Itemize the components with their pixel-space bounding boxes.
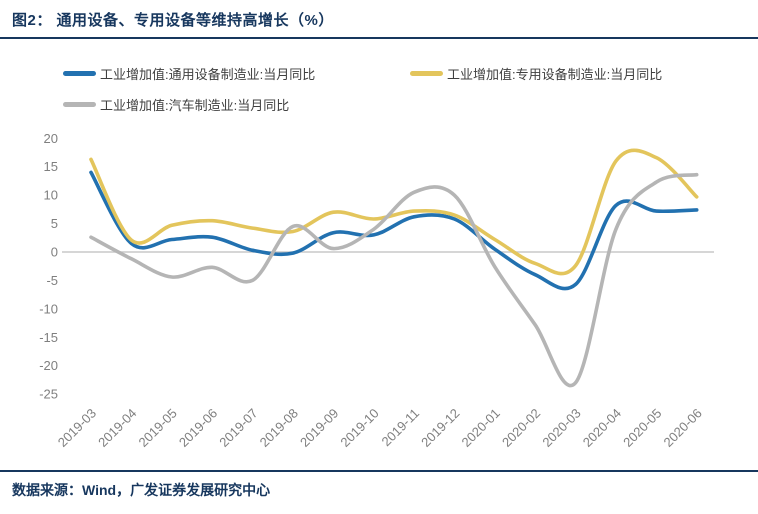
footer-divider: [0, 470, 758, 472]
data-source: 数据来源：Wind，广发证券发展研究中心: [12, 482, 271, 498]
x-tick-label: 2020-01: [459, 406, 503, 450]
series-line-1: [89, 148, 699, 276]
y-tick-label: 0: [51, 245, 58, 260]
legend-label-general-equipment: 工业增加值:通用设备制造业:当月同比: [100, 66, 316, 82]
x-tick-label: 2019-06: [176, 406, 220, 450]
x-tick-label: 2020-05: [620, 406, 664, 450]
legend-item-general-equipment: 工业增加值:通用设备制造业:当月同比: [63, 66, 316, 82]
x-tick-label: 2020-02: [499, 406, 543, 450]
x-tick-label: 2019-09: [297, 406, 341, 450]
legend-swatch-automobile-icon: [63, 101, 96, 107]
x-tick-label: 2019-04: [95, 406, 139, 450]
x-tick-label: 2019-03: [55, 406, 99, 450]
y-tick-label: 10: [44, 188, 58, 203]
x-tick-label: 2019-10: [337, 406, 381, 450]
legend-item-automobile: 工业增加值:汽车制造业:当月同比: [63, 97, 290, 113]
x-tick-label: 2020-06: [660, 406, 704, 450]
y-tick-label: -15: [39, 330, 58, 345]
x-tick-label: 2019-12: [418, 406, 462, 450]
y-tick-label: -25: [39, 387, 58, 402]
y-tick-label: -20: [39, 358, 58, 373]
title-divider: [0, 37, 758, 39]
legend-label-automobile: 工业增加值:汽车制造业:当月同比: [100, 97, 290, 113]
legend-swatch-special-equipment-icon: [410, 70, 443, 76]
x-tick-label: 2019-08: [257, 406, 301, 450]
x-tick-label: 2020-03: [539, 406, 583, 450]
y-tick-label: -10: [39, 301, 58, 316]
x-tick-label: 2019-11: [378, 406, 422, 450]
x-tick-label: 2019-05: [136, 406, 180, 450]
y-tick-label: 5: [51, 216, 58, 231]
legend-label-special-equipment: 工业增加值:专用设备制造业:当月同比: [447, 66, 663, 82]
legend-item-special-equipment: 工业增加值:专用设备制造业:当月同比: [410, 66, 663, 82]
y-tick-label: 20: [44, 131, 58, 146]
figure-title: 图2： 通用设备、专用设备等维持高增长（%）: [12, 12, 334, 29]
y-tick-label: -5: [46, 273, 58, 288]
series-line-0: [89, 170, 699, 291]
x-tick-label: 2020-04: [580, 406, 624, 450]
legend-swatch-general-equipment-icon: [63, 70, 96, 76]
x-tick-label: 2019-07: [216, 406, 260, 450]
y-tick-label: 15: [44, 159, 58, 174]
series-line-2: [89, 172, 699, 388]
